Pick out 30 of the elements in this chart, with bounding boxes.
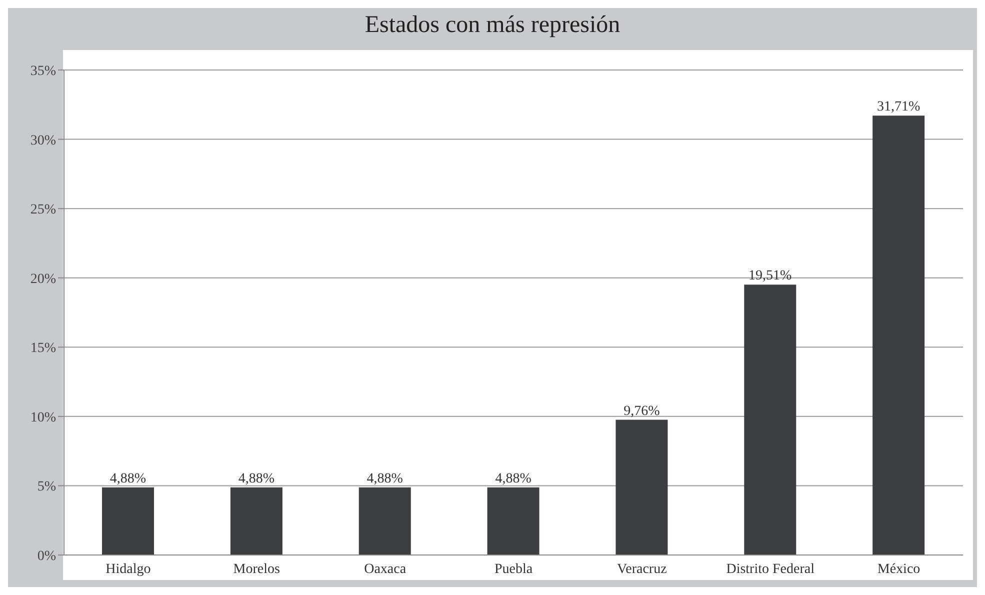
bar [487, 487, 540, 555]
y-tick-label: 20% [30, 272, 56, 287]
x-tick-label: Hidalgo [106, 562, 151, 577]
bar [616, 420, 668, 555]
bar [358, 487, 411, 555]
y-tick-label: 5% [37, 480, 56, 495]
data-label: 4,88% [110, 471, 146, 486]
data-label: 19,51% [748, 268, 792, 284]
y-tick-label: 10% [30, 410, 56, 426]
y-tick-label: 0% [37, 548, 56, 564]
bar [744, 284, 796, 555]
data-label: 9,76% [624, 404, 660, 419]
x-tick-label: Veracruz [617, 562, 667, 577]
data-label: 4,88% [495, 471, 532, 486]
data-label: 31,71% [876, 100, 920, 115]
data-label: 4,88% [366, 471, 404, 486]
y-tick-label: 15% [30, 341, 56, 356]
bar [102, 487, 154, 555]
bar [230, 487, 282, 555]
chart-title: Estados con más represión [364, 12, 622, 39]
y-tick-label: 30% [30, 133, 56, 148]
data-label: 4,88% [238, 471, 275, 486]
x-tick-label: Oaxaca [364, 562, 407, 577]
x-tick-label: Distrito Federal [726, 562, 815, 577]
x-tick-label: Puebla [494, 562, 534, 577]
x-tick-label: Morelos [233, 562, 280, 577]
y-tick-label: 35% [30, 64, 56, 79]
y-tick-label: 25% [30, 202, 56, 218]
x-tick-label: México [877, 562, 920, 577]
bar [872, 116, 925, 555]
